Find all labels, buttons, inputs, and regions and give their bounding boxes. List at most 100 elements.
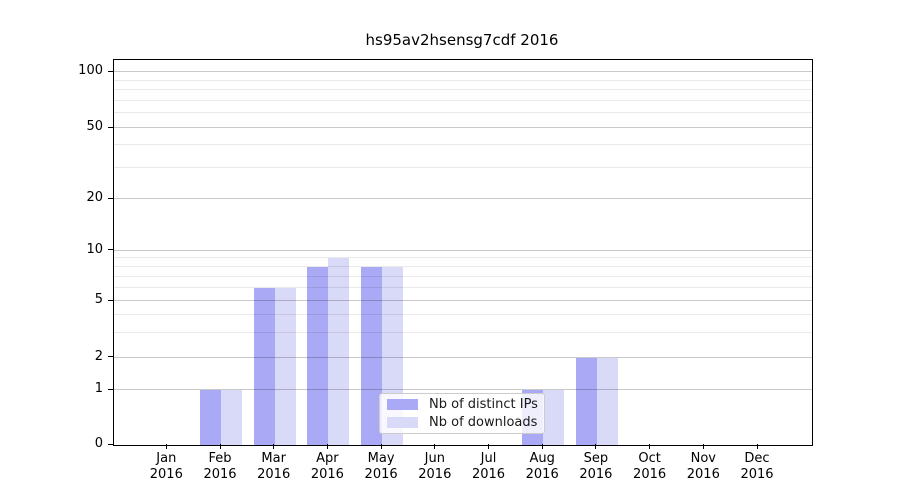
x-tickmark-jan: [165, 444, 167, 449]
x-tick-label-feb: Feb 2016: [188, 451, 252, 483]
y-tickmark-5: [108, 299, 113, 301]
x-tick-month: Mar: [261, 451, 286, 466]
x-tick-label-jun: Jun 2016: [403, 451, 467, 483]
x-tick-year: 2016: [579, 467, 613, 482]
y-tickmark-1: [108, 388, 113, 390]
x-tick-month: Sep: [583, 451, 609, 466]
bar-distinct-ips-feb: [200, 390, 221, 445]
x-tick-month: Dec: [744, 451, 770, 466]
x-tick-year: 2016: [418, 467, 452, 482]
x-tick-year: 2016: [149, 467, 183, 482]
y-tickmark-20: [108, 197, 113, 199]
gridline-minor-3: [114, 331, 812, 333]
x-tickmark-nov: [702, 444, 704, 449]
x-tick-label-jan: Jan 2016: [134, 451, 198, 483]
x-tick-year: 2016: [364, 467, 398, 482]
gridline-major-10: [114, 249, 812, 251]
legend: Nb of distinct IPs Nb of downloads: [379, 393, 545, 434]
x-tick-label-aug: Aug 2016: [510, 451, 574, 483]
gridline-minor-60: [114, 112, 812, 114]
y-tick-label-20: 20: [86, 190, 103, 206]
x-tick-label-sep: Sep 2016: [564, 451, 628, 483]
bar-distinct-ips-apr: [307, 266, 329, 445]
x-tickmark-jul: [488, 444, 489, 449]
x-tickmark-mar: [273, 444, 275, 449]
gridline-minor-6: [114, 286, 812, 288]
x-tick-month: Jul: [480, 451, 497, 466]
gridline-major-100: [114, 71, 812, 72]
bar-distinct-ips-may: [361, 266, 383, 445]
chart-title: hs95av2hsensg7cdf 2016: [365, 31, 559, 49]
gridline-minor-30: [114, 166, 812, 168]
x-tick-month: Aug: [529, 451, 555, 466]
gridline-minor-4: [114, 313, 812, 315]
bar-downloads-apr: [328, 258, 350, 445]
gridline-minor-9: [114, 257, 812, 259]
bar-downloads-sep: [596, 357, 618, 445]
x-tick-label-mar: Mar 2016: [242, 451, 306, 483]
x-tick-month: Feb: [208, 451, 232, 466]
legend-swatch-downloads-icon: [387, 417, 418, 428]
x-tickmark-oct: [649, 444, 651, 449]
legend-label-downloads: Nb of downloads: [429, 415, 538, 430]
y-tick-label-100: 100: [78, 63, 103, 78]
x-tickmark-feb: [219, 444, 221, 449]
x-tick-month: Nov: [690, 451, 716, 466]
y-tickmark-10: [108, 249, 113, 251]
x-tick-month: Jun: [424, 451, 445, 466]
x-tick-label-apr: Apr 2016: [295, 451, 359, 483]
legend-swatch-distinct-ips-icon: [387, 399, 418, 410]
gridline-minor-8: [114, 265, 812, 267]
bar-distinct-ips-sep: [575, 357, 597, 445]
y-tick-label-5: 5: [94, 292, 103, 307]
bar-downloads-feb: [221, 390, 242, 445]
x-tickmark-dec: [756, 444, 758, 449]
gridline-major-2: [114, 356, 812, 358]
legend-label-distinct-ips: Nb of distinct IPs: [429, 397, 538, 412]
gridline-major-50: [114, 127, 812, 128]
x-tick-year: 2016: [525, 467, 559, 482]
y-tick-label-50: 50: [86, 119, 103, 134]
bar-downloads-aug: [543, 390, 565, 445]
x-tick-year: 2016: [740, 467, 774, 482]
y-tick-label-1: 1: [94, 381, 103, 396]
x-tickmark-sep: [595, 444, 597, 449]
bar-downloads-mar: [274, 287, 296, 445]
gridline-major-5: [114, 300, 812, 301]
y-tick-label-10: 10: [86, 241, 103, 257]
y-tick-label-0: 0: [94, 436, 103, 451]
x-tick-year: 2016: [203, 467, 237, 482]
x-tick-month: Oct: [638, 451, 661, 466]
x-tick-label-nov: Nov 2016: [671, 451, 735, 483]
gridline-minor-70: [114, 99, 812, 101]
legend-entry-distinct-ips: Nb of distinct IPs: [387, 397, 538, 412]
x-tickmark-may: [380, 444, 382, 449]
x-tickmark-apr: [326, 444, 328, 449]
x-tick-month: Jan: [156, 451, 177, 466]
x-tick-year: 2016: [471, 467, 506, 482]
gridline-minor-80: [114, 89, 812, 90]
x-tick-month: Apr: [316, 451, 339, 466]
x-tick-year: 2016: [633, 467, 667, 482]
x-tick-label-may: May 2016: [349, 451, 413, 483]
x-tick-label-dec: Dec 2016: [725, 451, 789, 483]
bar-distinct-ips-mar: [253, 287, 275, 445]
y-tickmark-100: [108, 70, 113, 72]
y-tickmark-50: [108, 126, 113, 128]
x-tick-year: 2016: [257, 467, 291, 482]
y-tick-label-2: 2: [94, 348, 103, 364]
x-tick-year: 2016: [686, 467, 720, 482]
x-tick-year: 2016: [310, 467, 344, 482]
x-tickmark-aug: [541, 444, 543, 449]
x-tickmark-jun: [434, 444, 436, 449]
gridline-major-20: [114, 198, 812, 200]
x-tick-month: May: [367, 451, 395, 466]
plot-area: [113, 59, 813, 446]
gridline-minor-7: [114, 275, 812, 277]
x-tick-label-jul: Jul 2016: [457, 451, 521, 483]
y-tickmark-0: [108, 443, 113, 445]
gridline-minor-40: [114, 144, 812, 146]
legend-entry-downloads: Nb of downloads: [387, 415, 538, 430]
gridline-minor-90: [114, 79, 812, 81]
